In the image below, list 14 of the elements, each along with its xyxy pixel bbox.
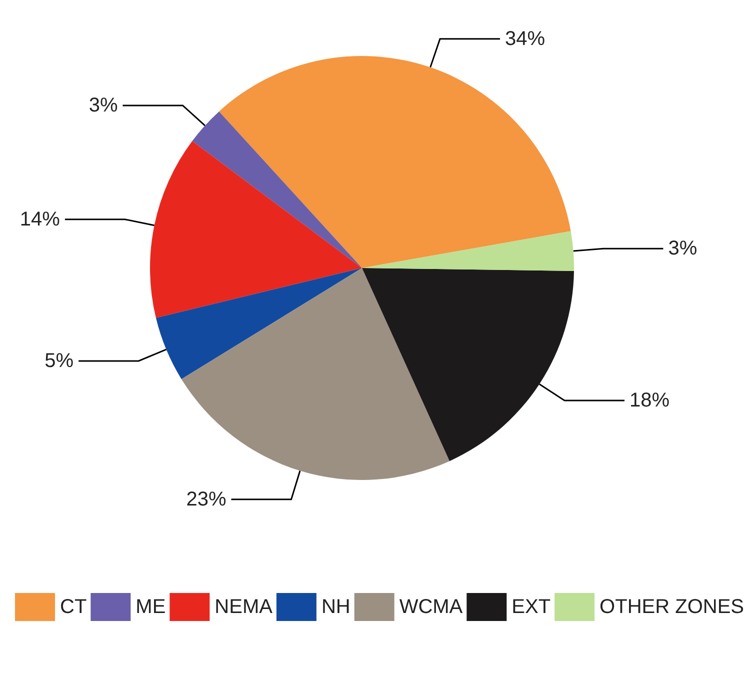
data-label: 3% [88, 94, 118, 116]
legend-label: CT [60, 596, 87, 618]
legend-label: ME [136, 596, 166, 618]
data-label: 34% [504, 28, 546, 50]
legend-label: NH [321, 596, 350, 618]
legend-label: EXT [512, 596, 551, 618]
data-label: 18% [629, 390, 670, 412]
legend-label: NEMA [214, 596, 274, 618]
legend-label: WCMA [399, 596, 464, 618]
data-label: 5% [44, 350, 74, 372]
legend-label: OTHER ZONES [600, 596, 744, 618]
data-label: 23% [186, 488, 226, 510]
data-label: 14% [20, 208, 60, 230]
data-label: 3% [668, 238, 698, 260]
